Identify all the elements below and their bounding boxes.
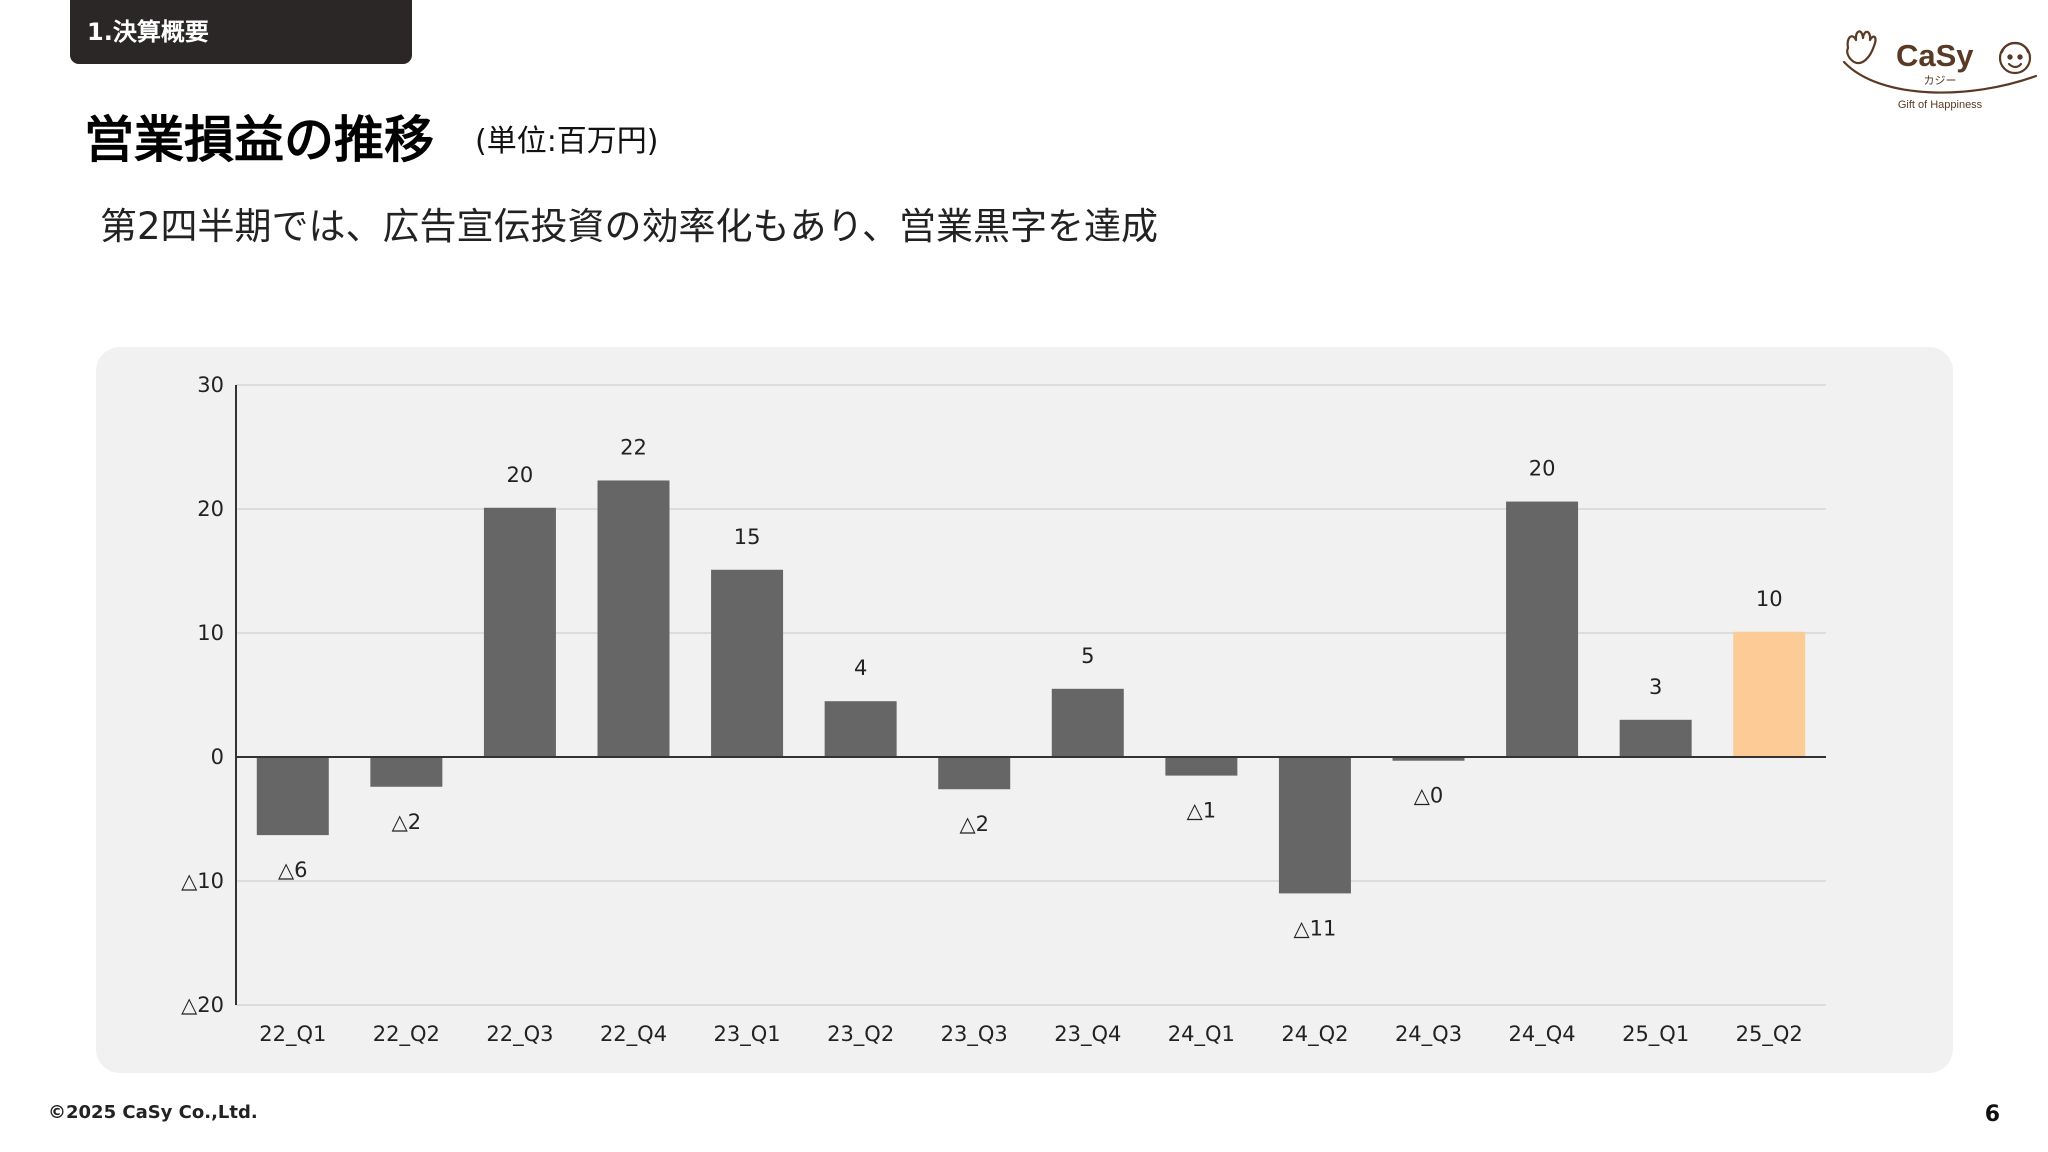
y-tick-label: 10 [197, 621, 224, 645]
page-title: 営業損益の推移 [84, 111, 434, 169]
data-label: 5 [1081, 644, 1094, 668]
casy-logo: CaSy カジー Gift of Happiness [1842, 30, 2038, 111]
logo-kana: カジー [1924, 74, 1957, 87]
x-tick-label: 22_Q2 [373, 1022, 440, 1047]
data-label: 20 [1529, 457, 1556, 481]
bar [1278, 757, 1351, 894]
bar [483, 507, 556, 757]
bar [1165, 757, 1238, 776]
y-tick-label: 0 [211, 745, 224, 769]
logo-name: CaSy [1896, 38, 1974, 73]
x-tick-label: 23_Q3 [941, 1022, 1008, 1047]
section-tab: 1.決算概要 [70, 0, 412, 64]
data-label: 15 [734, 525, 761, 549]
logo-tagline: Gift of Happiness [1898, 99, 1983, 111]
axes [235, 385, 1826, 1005]
swoosh-icon [1842, 60, 2038, 94]
bar [824, 701, 897, 757]
labels: 30 20 10 0 △10 △20 △6 22_Q1 △2 22_Q2 20 22_Q3 22 22_Q… [181, 373, 1803, 1047]
data-label: △11 [1293, 916, 1336, 940]
x-tick-label: 25_Q2 [1736, 1022, 1803, 1047]
data-label: △0 [1414, 784, 1444, 808]
x-tick-label: 24_Q4 [1509, 1022, 1576, 1047]
data-label: 3 [1649, 675, 1662, 699]
data-label: 22 [620, 435, 647, 459]
bar [1733, 631, 1806, 757]
y-tick-label: 20 [197, 497, 224, 521]
hand-icon [1846, 30, 1877, 65]
copyright: ©2025 CaSy Co.,Ltd. [48, 1102, 258, 1123]
x-tick-label: 23_Q2 [827, 1022, 894, 1047]
bar [1506, 501, 1579, 757]
bar [938, 757, 1011, 790]
operating-profit-chart: 30 20 10 0 △10 △20 △6 22_Q1 △2 22_Q2 20 22_Q3 22 22_Q… [181, 373, 1826, 1047]
x-tick-label: 23_Q1 [714, 1022, 781, 1047]
bar [597, 480, 670, 757]
x-tick-label: 22_Q1 [259, 1022, 326, 1047]
x-tick-label: 24_Q3 [1395, 1022, 1462, 1047]
bar [256, 757, 329, 836]
x-tick-label: 22_Q3 [486, 1022, 553, 1047]
bar [1619, 719, 1692, 757]
data-label: △1 [1187, 799, 1217, 823]
bar [711, 569, 784, 757]
chart-panel: 30 20 10 0 △10 △20 △6 22_Q1 △2 22_Q2 20 22_Q3 22 22_Q… [96, 347, 1953, 1073]
x-tick-label: 24_Q1 [1168, 1022, 1235, 1047]
data-label: 10 [1756, 587, 1783, 611]
subtitle: 第2四半期では、広告宣伝投資の効率化もあり、営業黒字を達成 [100, 205, 1159, 248]
bar [1051, 688, 1124, 757]
page-number: 6 [1984, 1102, 2000, 1127]
x-tick-label: 22_Q4 [600, 1022, 667, 1047]
data-label: △2 [392, 810, 422, 834]
data-label: △6 [278, 858, 308, 882]
data-label: 4 [854, 656, 867, 680]
bar [370, 757, 443, 787]
bars [256, 480, 1806, 894]
y-tick-label: △20 [181, 993, 224, 1017]
y-tick-label: △10 [181, 869, 224, 893]
x-tick-label: 24_Q2 [1281, 1022, 1348, 1047]
x-tick-label: 23_Q4 [1054, 1022, 1121, 1047]
bar [1392, 757, 1465, 761]
data-label: 20 [507, 463, 534, 487]
y-tick-label: 30 [197, 373, 224, 397]
grid-lines [236, 384, 1826, 1006]
data-label: △2 [959, 812, 989, 836]
unit-label: (単位:百万円) [475, 124, 659, 159]
x-tick-label: 25_Q1 [1622, 1022, 1689, 1047]
